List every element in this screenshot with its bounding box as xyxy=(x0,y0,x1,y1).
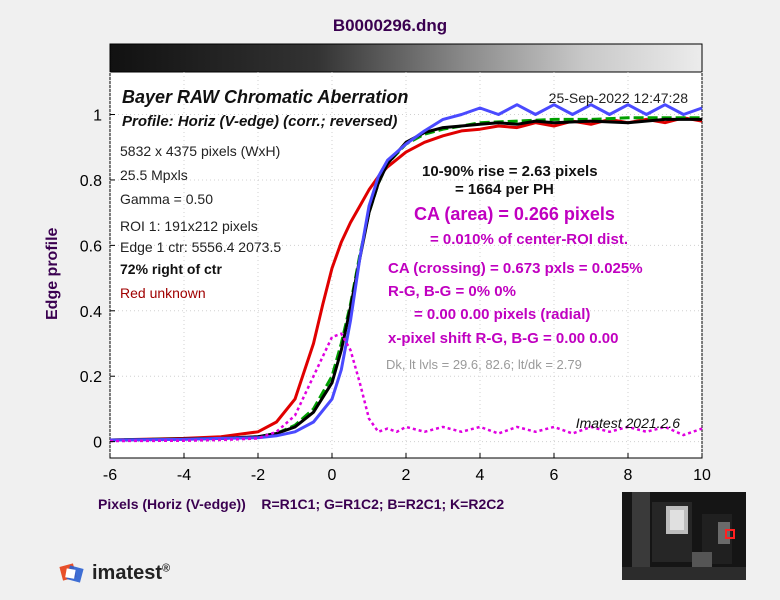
ca-crossing-line: CA (crossing) = 0.673 pxls = 0.025% xyxy=(388,260,643,277)
roi-thumbnail xyxy=(622,492,746,580)
chart-title: Bayer RAW Chromatic Aberration xyxy=(122,87,408,107)
rise-line: = 1664 per PH xyxy=(455,181,554,198)
info-line: ROI 1: 191x212 pixels xyxy=(120,218,258,234)
ca-crossing-line: x-pixel shift R-G, B-G = 0.00 0.00 xyxy=(388,330,619,347)
x-tick-label: 6 xyxy=(550,467,559,484)
series-line-4 xyxy=(109,332,703,443)
chart-subtitle: Profile: Horiz (V-edge) (corr.; reversed… xyxy=(122,113,397,130)
y-axis-label: Edge profile xyxy=(44,227,61,320)
annotations: Bayer RAW Chromatic Aberration Profile: H… xyxy=(120,87,688,431)
y-tick-label: 0.8 xyxy=(80,173,102,190)
y-tick-label: 0.6 xyxy=(80,238,102,255)
imatest-logo-icon xyxy=(59,563,84,583)
page-title: B0000296.dng xyxy=(332,16,448,35)
imatest-logo-text: imatest® xyxy=(92,562,171,584)
ca-crossing-line: = 0.00 0.00 pixels (radial) xyxy=(414,306,590,323)
ca-crossing-line: R-G, B-G = 0% 0% xyxy=(388,283,516,300)
info-line: Edge 1 ctr: 5556.4 2073.5 xyxy=(120,239,281,255)
series-line-2 xyxy=(109,117,702,442)
y-tick-label: 1 xyxy=(93,108,102,125)
x-tick-label: 8 xyxy=(624,467,633,484)
info-line: 25.5 Mpxls xyxy=(120,167,188,183)
y-tick-label: 0 xyxy=(93,435,102,452)
channel-legend: R=R1C1; G=R1C2; B=R2C1; K=R2C2 xyxy=(261,496,505,512)
ca-area-line: CA (area) = 0.266 pixels xyxy=(414,204,615,224)
x-tick-label: -6 xyxy=(103,467,117,484)
x-axis-title: Pixels (Horiz (V-edge)) xyxy=(98,496,246,512)
x-tick-label: -4 xyxy=(177,467,191,484)
series-line-3 xyxy=(109,103,703,442)
version-label: Imatest 2021.2.6 xyxy=(576,415,681,431)
color-note: Red unknown xyxy=(120,285,206,301)
levels-note: Dk, lt lvls = 29.6, 82.6; lt/dk = 2.79 xyxy=(386,357,582,372)
tick-labels: -6 -4 -2 0 2 4 6 8 10 0 0.2 0.4 0.6 0.8 1 xyxy=(80,108,711,484)
x-axis-label: Pixels (Horiz (V-edge)) R=R1C1; G=R1C2; … xyxy=(98,496,504,512)
position-note: 72% right of ctr xyxy=(120,261,222,277)
y-tick-label: 0.4 xyxy=(80,304,102,321)
x-tick-label: -2 xyxy=(251,467,265,484)
x-tick-label: 2 xyxy=(402,467,411,484)
x-tick-label: 10 xyxy=(693,467,711,484)
series-group xyxy=(109,103,703,443)
info-line: 5832 x 4375 pixels (WxH) xyxy=(120,143,280,159)
rise-line: 10-90% rise = 2.63 pixels xyxy=(422,163,598,180)
timestamp: 25-Sep-2022 12:47:28 xyxy=(549,90,689,106)
info-line: Gamma = 0.50 xyxy=(120,191,213,207)
edge-image-strip xyxy=(109,43,703,73)
x-tick-label: 0 xyxy=(328,467,337,484)
y-tick-label: 0.2 xyxy=(80,369,102,386)
ca-area-line: = 0.010% of center-ROI dist. xyxy=(430,231,628,248)
x-tick-label: 4 xyxy=(476,467,485,484)
